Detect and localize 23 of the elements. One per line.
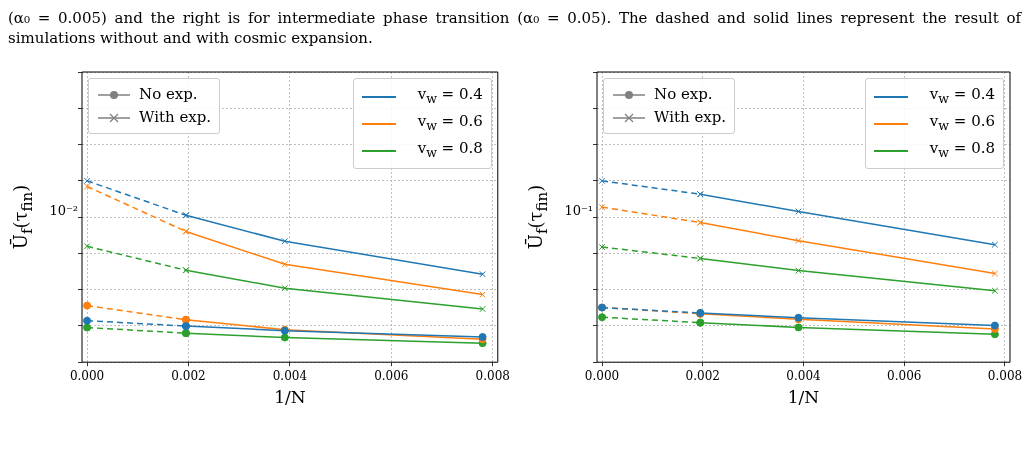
x-tick-label: 0.008	[987, 368, 1023, 383]
x-tick-label: 0.006	[887, 368, 922, 383]
chart-title: (α₀ = 0.005) and the right is for intermediate phase transition (α₀ = 0.05). The dashed and solid lines represent the result of simulations without and with cosmic expansion.	[8, 8, 1021, 49]
x-tick-label: 0.000	[69, 368, 105, 383]
x-axis-title: 1/N	[787, 387, 820, 408]
legend-label: v$_{w}$ = 0.6	[417, 111, 483, 135]
legend-label: v$_{w}$ = 0.6	[929, 111, 995, 135]
x-tick-label: 0.000	[584, 368, 620, 383]
x-tick-label: 0.004	[272, 368, 308, 383]
x-tick-label: 0.006	[374, 368, 409, 383]
marker-key: No exp. With exp.	[603, 78, 736, 134]
marker-key: No exp. With exp.	[88, 78, 221, 134]
text: 10⁻²	[48, 202, 78, 218]
x-tick-label: 0.008	[475, 368, 510, 383]
legend-label: v$_{w}$ = 0.4	[417, 84, 483, 108]
legend-label: v$_{w}$ = 0.8	[417, 138, 483, 162]
legend-label: v$_{w}$ = 0.8	[929, 138, 995, 162]
text: 10⁻¹	[563, 202, 593, 218]
legend-label: v$_{w}$ = 0.4	[929, 84, 995, 108]
x-tick-label: 0.002	[171, 368, 206, 383]
x-axis-title: 1/N	[274, 387, 306, 408]
x-tick-label: 0.002	[685, 368, 720, 383]
x-tick-label: 0.004	[786, 368, 822, 383]
